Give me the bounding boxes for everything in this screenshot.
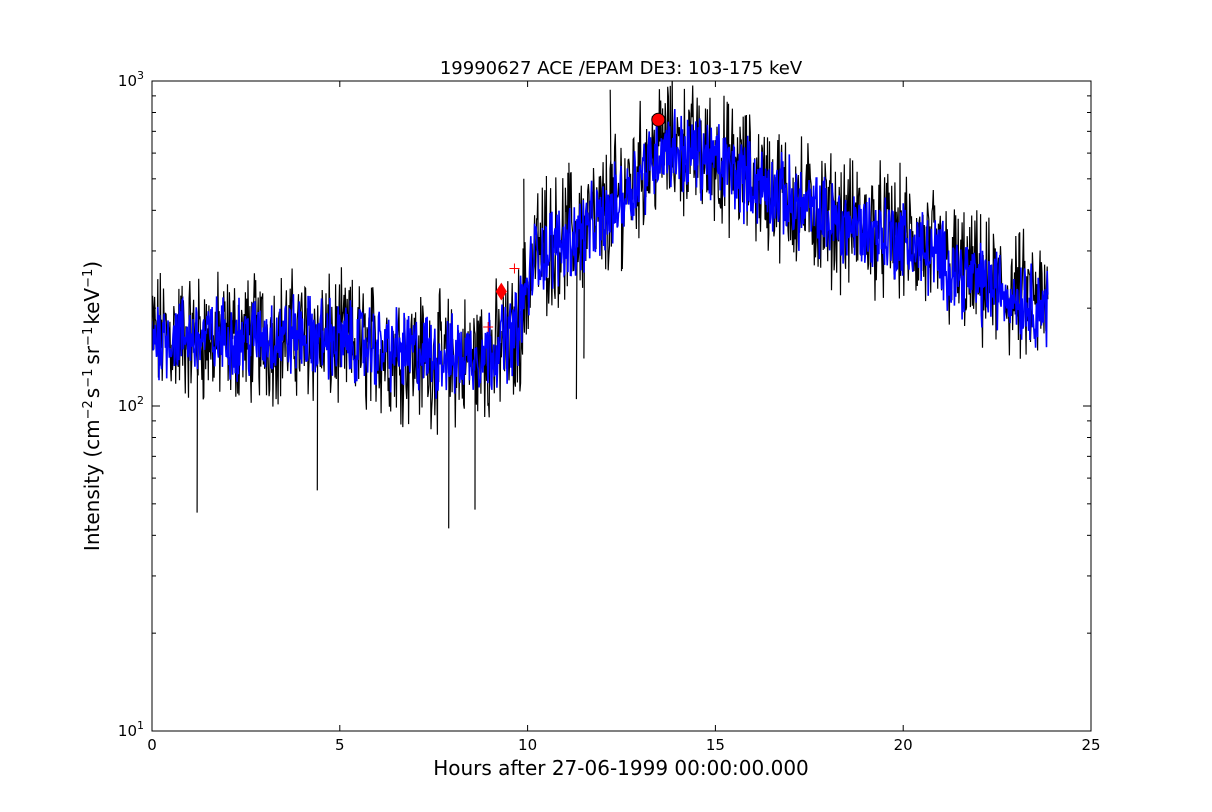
series-line-1 <box>152 108 1049 399</box>
y-tick-label: 101 <box>118 719 144 740</box>
marker-layer <box>483 112 666 333</box>
y-axis-ticks: 101 102 103 <box>118 69 1091 740</box>
y-axis-label: Intensity (cm−2s−1sr−1keV−1) <box>80 261 104 551</box>
plus-marker-2 <box>483 322 494 333</box>
x-axis-ticks: 0 5 10 15 20 25 <box>147 81 1101 754</box>
x-axis-label: Hours after 27-06-1999 00:00:00.000 <box>433 756 809 780</box>
x-tick-label: 20 <box>894 736 913 754</box>
chart-title: 19990627 ACE /EPAM DE3: 103-175 keV <box>440 58 803 79</box>
series-layer <box>152 81 1049 529</box>
plus-marker-3 <box>509 263 520 274</box>
onset-marker <box>495 282 507 301</box>
x-tick-label: 5 <box>335 736 345 754</box>
y-tick-label: 102 <box>118 394 144 415</box>
x-tick-label: 25 <box>1081 736 1100 754</box>
y-tick-label: 103 <box>118 69 144 90</box>
x-tick-label: 15 <box>706 736 725 754</box>
x-tick-label: 0 <box>147 736 157 754</box>
peak-marker <box>651 112 666 127</box>
x-tick-label: 10 <box>518 736 537 754</box>
